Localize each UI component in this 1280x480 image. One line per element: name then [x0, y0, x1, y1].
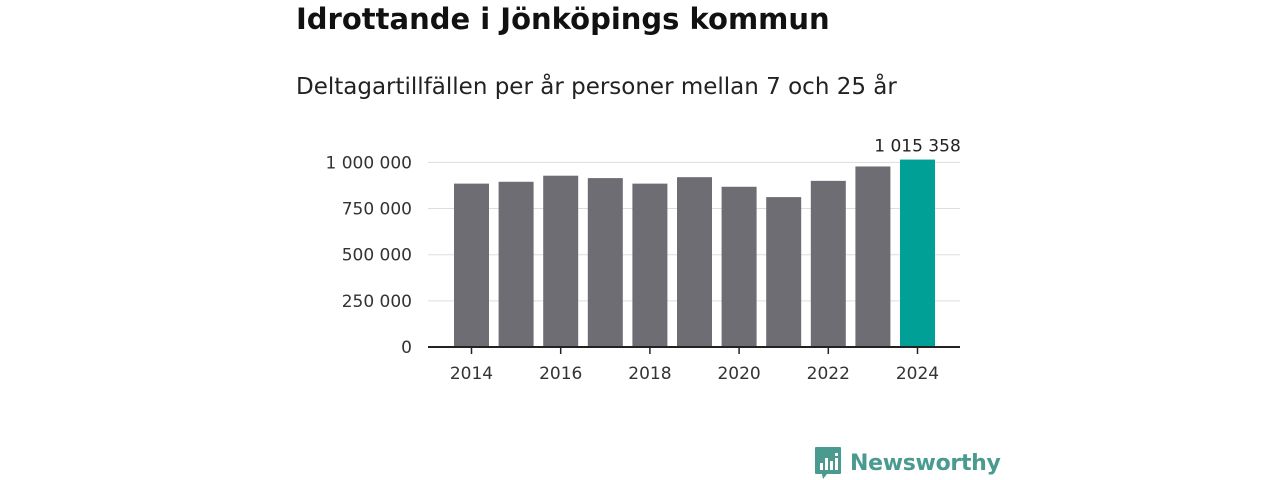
- bar-2023: [855, 166, 891, 347]
- x-tick-label: 2014: [450, 364, 493, 384]
- y-tick-label: 1 000 000: [325, 153, 412, 173]
- y-axis-ticks: 0 250 000 500 000 750 000 1 000 000: [325, 153, 412, 358]
- chart-title: Idrottande i Jönköpings kommun: [296, 2, 830, 36]
- x-axis-ticks: 2014 2016 2018 2020 2022 2024: [450, 347, 939, 384]
- x-tick-label: 2024: [896, 364, 939, 384]
- bars: [454, 159, 935, 347]
- bar-2015: [498, 181, 534, 347]
- bar-2018: [632, 183, 668, 347]
- x-tick-label: 2016: [539, 364, 582, 384]
- x-tick-label: 2022: [807, 364, 850, 384]
- bar-chart: 0 250 000 500 000 750 000 1 000 000 2014 2016…: [325, 137, 961, 384]
- y-tick-label: 0: [401, 338, 412, 358]
- bar-2024: [900, 159, 935, 347]
- bar-2014: [454, 183, 489, 347]
- chart-subtitle: Deltagartillfällen per år personer mella…: [296, 74, 897, 100]
- bar-2021: [766, 197, 802, 347]
- bar-2016: [543, 175, 579, 347]
- y-tick-label: 750 000: [342, 200, 412, 220]
- brand-name: Newsworthy: [850, 450, 1001, 476]
- bar-2020: [721, 186, 757, 347]
- x-tick-label: 2018: [628, 364, 671, 384]
- y-tick-label: 250 000: [342, 292, 412, 312]
- bar-2022: [810, 180, 846, 347]
- annotations: 1 015 358: [874, 137, 961, 157]
- bar-2019: [677, 177, 712, 347]
- value-label: 1 015 358: [874, 137, 961, 157]
- newsworthy-logo-icon: [815, 447, 841, 479]
- y-tick-label: 500 000: [342, 246, 412, 266]
- bar-2017: [587, 178, 623, 347]
- brand-logo: Newsworthy: [814, 445, 1001, 480]
- x-tick-label: 2020: [717, 364, 760, 384]
